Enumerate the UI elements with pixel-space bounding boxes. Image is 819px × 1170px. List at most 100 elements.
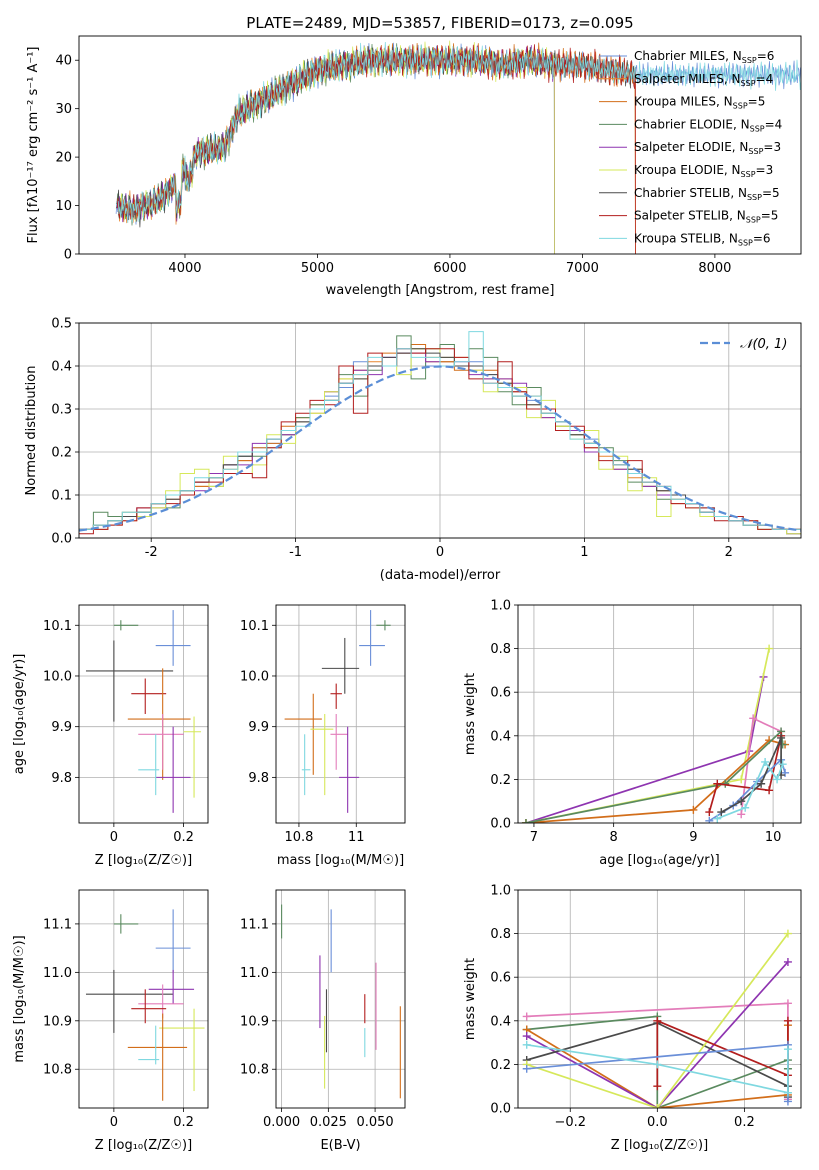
y-tick-label: 9.8 (51, 771, 72, 786)
data-point (85, 969, 174, 1033)
error-bars (284, 610, 391, 813)
massweight-vs-metallicity-panel: −0.2 0.0 0.2 0.0 0.2 0.4 0.6 0.8 1.0 Z [log₁₀(Z/Z… (463, 884, 802, 1153)
data-point (148, 969, 195, 1004)
y-tick-label: 20 (55, 151, 72, 166)
residuals-panel: -2 -1 0 1 2 0.0 0.1 0.2 0.3 0.4 0.5 (data-model)/er… (24, 317, 802, 583)
x-tick-label: 0.025 (310, 1115, 347, 1130)
weight-marker (521, 819, 530, 823)
legend-label: Salpeter STELIB, NSSP=5 (634, 209, 778, 225)
x-axis-label: Z [log₁₀(Z/Z☉)] (611, 1138, 708, 1153)
legend-label-n: =5 (748, 95, 766, 109)
y-tick-label: 0.4 (51, 360, 72, 375)
legend-label-n: =6 (757, 49, 775, 63)
x-tick-label: 10 (765, 830, 782, 845)
legend-label: Salpeter MILES, NSSP=4 (634, 72, 773, 88)
data-point (339, 726, 360, 813)
data-point (138, 984, 184, 1019)
data-point (131, 989, 167, 1024)
legend-label-sub: SSP (742, 56, 757, 65)
weight-marker (522, 1012, 531, 1021)
error-bars (85, 909, 205, 1101)
legend-label: Salpeter ELODIE, NSSP=3 (634, 140, 781, 156)
weight-marker (749, 714, 758, 723)
y-tick-label: 0.2 (490, 773, 511, 788)
x-tick-label: 0.0 (647, 1115, 668, 1130)
legend-label-n: =3 (756, 163, 774, 177)
y-tick-label: 11.0 (240, 966, 269, 981)
axes-frame (78, 889, 209, 1109)
legend-label-sub: SSP (746, 216, 761, 225)
histogram-lines (79, 331, 801, 535)
weight-marker (737, 797, 746, 806)
x-tick-label: −0.2 (554, 1115, 586, 1130)
y-axis-label: mass weight (463, 673, 478, 755)
legend-label-n: =4 (756, 72, 774, 86)
axes-frame (517, 604, 802, 824)
y-tick-label: 0.6 (490, 686, 511, 701)
legend-label-n: =5 (761, 209, 779, 223)
x-axis-label: (data-model)/error (380, 568, 501, 583)
y-tick-label: 9.9 (51, 720, 72, 735)
legend-label-n: =5 (762, 186, 780, 200)
axes-frame (78, 604, 209, 824)
axes-frame (275, 889, 406, 1109)
y-axis-label: Normed distribution (24, 366, 39, 496)
mass-vs-ebv-panel: 0.000 0.025 0.050 10.8 10.9 11.0 11.1 E(B-V) (240, 889, 406, 1153)
data-point (359, 610, 385, 666)
legend-label: Kroupa STELIB, NSSP=6 (634, 231, 771, 247)
x-axis-label: E(B-V) (320, 1138, 360, 1153)
y-tick-label: 0 (64, 248, 72, 263)
y-tick-label: 0.3 (51, 403, 72, 418)
plot-area (276, 890, 405, 1108)
error-bars (85, 610, 202, 813)
y-tick-label: 10.9 (240, 1014, 269, 1029)
plot-area (518, 604, 801, 824)
x-tick-label: 0 (110, 1115, 118, 1130)
y-tick-label: 0.2 (51, 446, 72, 461)
y-tick-label: 11.1 (43, 917, 72, 932)
data-point (321, 637, 360, 694)
data-point (127, 1013, 188, 1101)
data-point (284, 693, 322, 775)
y-tick-label: 0.0 (51, 532, 72, 547)
y-tick-label: 0.1 (51, 489, 72, 504)
y-tick-label: 9.9 (248, 720, 269, 735)
x-tick-label: 4000 (168, 261, 201, 276)
x-tick-label: 0.2 (173, 830, 194, 845)
legend-label-sub: SSP (748, 147, 763, 156)
weight-marker (689, 805, 698, 814)
y-tick-label: 0.2 (490, 1058, 511, 1073)
weight-marker (765, 644, 774, 653)
y-tick-label: 0.6 (490, 971, 511, 986)
weight-lines (522, 929, 792, 1108)
age-vs-metallicity-panel: 0 0.2 9.8 9.9 10.0 10.1 Z [log₁₀(Z/Z☉)] age [lo… (12, 604, 209, 868)
data-point (155, 610, 191, 666)
y-tick-label: 10 (55, 199, 72, 214)
x-tick-label: 11 (348, 830, 365, 845)
x-tick-label: 8 (610, 830, 618, 845)
weight-line (526, 933, 789, 1108)
legend-label-sub: SSP (741, 79, 756, 88)
y-tick-label: 9.8 (248, 771, 269, 786)
data-point (138, 714, 184, 770)
weight-marker (773, 775, 782, 784)
weight-marker (653, 1016, 662, 1025)
weight-marker (713, 779, 722, 788)
weight-line (525, 676, 765, 823)
weight-lines (521, 644, 790, 823)
age-vs-mass-panel: 10.8 11 9.8 9.9 10.0 10.1 mass [log₁₀(M/M☉)] (240, 604, 406, 868)
legend-label-n: =3 (763, 140, 781, 154)
y-axis-label: age [log₁₀(age/yr)] (12, 654, 27, 775)
legend-label-sub: SSP (747, 193, 762, 202)
axes-frame (517, 889, 802, 1109)
x-tick-label: 2 (725, 545, 733, 560)
x-tick-label: 6000 (433, 261, 466, 276)
y-axis-label: mass [log₁₀(M/M☉)] (12, 935, 27, 1062)
x-axis-label: age [log₁₀(age/yr)] (599, 853, 720, 868)
y-tick-label: 10.8 (43, 1063, 72, 1078)
data-point (138, 734, 160, 796)
weight-marker (713, 814, 722, 823)
y-tick-label: 0.0 (490, 1102, 511, 1117)
legend-label-n: =6 (753, 231, 771, 245)
y-axis-label: mass weight (463, 958, 478, 1040)
